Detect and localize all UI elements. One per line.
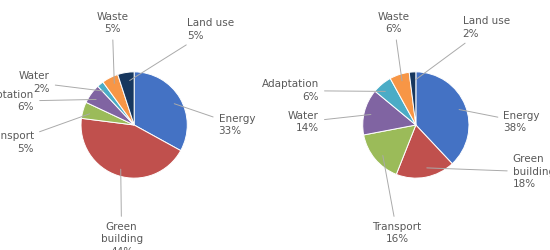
Text: Adaptation
6%: Adaptation 6% [262,80,386,102]
Wedge shape [81,118,181,178]
Text: Energy
33%: Energy 33% [174,104,255,136]
Text: Green
building
44%: Green building 44% [101,169,142,250]
Wedge shape [103,74,134,125]
Wedge shape [81,102,134,125]
Wedge shape [364,125,416,174]
Text: Transport
16%: Transport 16% [372,156,422,244]
Wedge shape [86,86,134,125]
Wedge shape [118,72,134,125]
Text: Waste
5%: Waste 5% [96,12,128,84]
Wedge shape [409,72,416,125]
Text: Transport
5%: Transport 5% [0,114,90,154]
Text: Energy
38%: Energy 38% [459,110,540,133]
Text: Adaptation
6%: Adaptation 6% [0,90,96,112]
Wedge shape [98,82,134,125]
Text: Water
14%: Water 14% [288,111,371,133]
Text: Land use
2%: Land use 2% [415,16,510,80]
Text: Water
2%: Water 2% [19,71,103,94]
Text: Waste
6%: Waste 6% [378,12,410,81]
Wedge shape [375,78,416,125]
Text: Land use
5%: Land use 5% [130,18,234,80]
Wedge shape [363,91,416,135]
Wedge shape [397,125,452,178]
Wedge shape [134,72,187,150]
Text: Green
building
18%: Green building 18% [427,154,550,189]
Wedge shape [390,72,416,125]
Wedge shape [416,72,469,164]
